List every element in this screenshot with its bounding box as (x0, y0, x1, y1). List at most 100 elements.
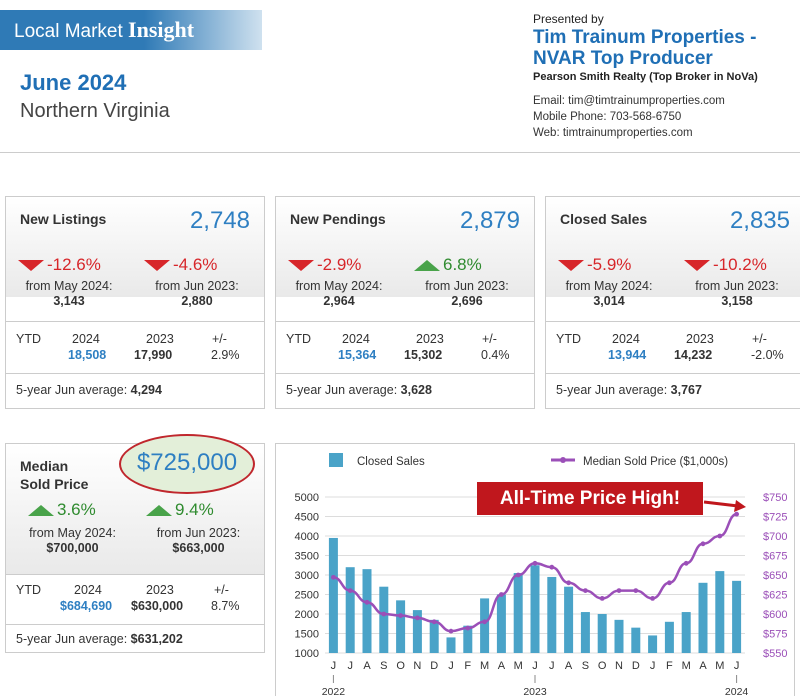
bar (362, 569, 372, 653)
card-title: Closed Sales (560, 211, 648, 227)
right-tick-label: $725 (763, 512, 787, 524)
arrow-down-icon (288, 260, 314, 272)
x-tick-label: A (699, 660, 707, 672)
bar (564, 586, 574, 653)
arrow-down-icon (144, 260, 170, 272)
mom-change: -5.9% (558, 255, 631, 275)
bar (631, 627, 641, 653)
x-tick-label: F (464, 660, 471, 672)
bar (715, 571, 725, 653)
arrow-up-icon (414, 260, 440, 272)
legend-line-dot (560, 457, 566, 463)
ytd-label: YTD (16, 332, 41, 346)
ytd-pm: +/- (214, 583, 229, 597)
card-value: 2,879 (459, 207, 520, 234)
x-tick-label: N (413, 660, 421, 672)
avg-line: 5-year Jun average: 4,294 (16, 383, 162, 397)
mom-prev: from May 2024: 3,143 (25, 279, 113, 308)
arrow-up-icon (28, 505, 54, 517)
median-title: Median Sold Price (20, 458, 89, 492)
bar (396, 600, 406, 653)
x-tick-label: M (480, 660, 489, 672)
x-tick-label: A (498, 660, 506, 672)
legend-bar-swatch (329, 453, 343, 467)
header-divider (0, 152, 800, 153)
median-yoy-change: 9.4% (146, 500, 214, 520)
avg-line: 5-year Jun average: 3,628 (286, 383, 432, 397)
price-point (683, 560, 689, 566)
ytd-year-1: 2024 (72, 332, 100, 346)
x-tick-label: S (380, 660, 387, 672)
ytd-label: YTD (16, 583, 41, 597)
yoy-prev: from Jun 2023: 2,880 (155, 279, 239, 308)
price-point (599, 596, 605, 601)
contact-web[interactable]: Web: timtrainumproperties.com (533, 127, 693, 139)
mom-prev: from May 2024: 3,014 (565, 279, 653, 308)
bar (496, 594, 506, 653)
x-tick-label: J (331, 660, 337, 672)
left-tick-label: 2500 (295, 590, 319, 602)
ytd-pct: 0.4% (481, 348, 510, 362)
price-point (465, 625, 471, 631)
ytd-pct: 2.9% (211, 348, 240, 362)
arrow-down-icon (684, 260, 710, 272)
ytd-value-1: 13,944 (608, 348, 647, 362)
brand-banner: Local Market Insight (0, 10, 262, 50)
presented-by: Presented by (533, 12, 604, 26)
left-tick-label: 1000 (295, 648, 319, 660)
price-point (482, 619, 487, 625)
price-point (398, 613, 403, 618)
ytd-value-1: $684,690 (60, 599, 113, 613)
price-point (566, 580, 571, 586)
bar (463, 625, 473, 653)
bar (328, 537, 338, 653)
card-value: 2,748 (189, 207, 250, 234)
price-point (549, 564, 555, 570)
arrow-up-icon (146, 505, 172, 517)
bar (597, 614, 607, 653)
x-tick-label: J (448, 660, 454, 672)
x-tick-label: J (549, 660, 555, 672)
x-tick-label: D (430, 660, 438, 672)
ytd-label: YTD (556, 332, 581, 346)
price-point (717, 533, 723, 539)
right-tick-label: $700 (763, 531, 787, 543)
price-point (700, 541, 706, 547)
stat-card: New Pendings 2,879 -2.9% 6.8% from May 2… (275, 196, 535, 409)
mom-change: -12.6% (18, 255, 101, 275)
broker-name: Pearson Smith Realty (Top Broker in NoVa… (533, 71, 758, 83)
contact-phone[interactable]: Mobile Phone: 703-568-6750 (533, 111, 682, 123)
right-tick-label: $675 (763, 551, 787, 563)
bar (530, 565, 540, 653)
right-tick-label: $750 (763, 492, 787, 504)
price-point (515, 572, 521, 578)
right-tick-label: $550 (763, 648, 787, 660)
right-tick-label: $625 (763, 590, 787, 602)
bar (732, 580, 742, 653)
chart-panel (275, 443, 795, 696)
bar (547, 576, 557, 653)
ytd-year-1: 2024 (342, 332, 370, 346)
ytd-value-1: 15,364 (338, 348, 377, 362)
x-tick-label: O (396, 660, 405, 672)
highlight-oval (119, 434, 255, 494)
price-point (415, 615, 420, 621)
ytd-label: YTD (286, 332, 311, 346)
median-mom-prev: from May 2024: $700,000 (29, 526, 116, 555)
median-yoy-prev: from Jun 2023: $663,000 (156, 526, 241, 555)
arrow-down-icon (18, 260, 44, 272)
yoy-prev: from Jun 2023: 2,696 (425, 279, 509, 308)
contact-email[interactable]: Email: tim@timtrainumproperties.com (533, 95, 725, 107)
agent-line-2: NVAR Top Producer (533, 48, 713, 69)
ytd-year-1: 2024 (74, 583, 102, 597)
card-title: New Pendings (290, 211, 386, 227)
agent-line-1: Tim Trainum Properties - (533, 27, 757, 48)
year-label: 2024 (725, 686, 749, 696)
left-tick-label: 3500 (295, 551, 319, 563)
x-tick-label: J (532, 660, 538, 672)
x-tick-label: J (347, 660, 353, 672)
left-tick-label: 4500 (295, 512, 319, 524)
x-tick-label: N (615, 660, 623, 672)
left-tick-label: 2000 (295, 609, 319, 621)
price-point (331, 574, 336, 580)
